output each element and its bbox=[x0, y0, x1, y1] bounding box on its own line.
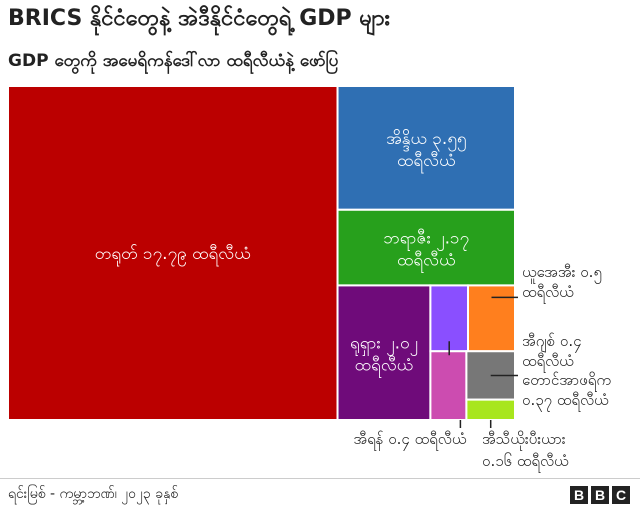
source-note: ရင်းမြစ် - ကမ္ဘာ့ဘဏ်၊ ၂၀၂၃ ခုနှစ် bbox=[8, 486, 179, 502]
treemap-chart: တရုတ် ၁၇.၇၉ ထရီလီယံအိန္ဒိယ ၃.၅၅ထရီလီယံဘရ… bbox=[7, 85, 611, 473]
chart-title: BRICS နိုင်ငံတွေနဲ့ အဲဒီနိုင်ငံတွေရဲ့ GD… bbox=[8, 6, 391, 31]
tile-iran bbox=[429, 350, 468, 421]
tile-uae bbox=[467, 284, 516, 353]
label-uae: ယူအေအီး ၀.၅ bbox=[522, 263, 602, 284]
bbc-logo-letter: B bbox=[591, 486, 609, 504]
label-india: အိန္ဒိယ ၃.၅၅ bbox=[386, 129, 466, 152]
bbc-logo-letter: C bbox=[612, 486, 630, 504]
label-egypt: အီဂျစ် ၀.၄ bbox=[522, 332, 582, 353]
label-russia: ရုရှား ၂.၀၂ bbox=[350, 334, 418, 357]
chart-subtitle: GDP တွေကို အမေရိကန်ဒေါ်လာ ထရီလီယံနဲ့ ဖော… bbox=[8, 51, 339, 71]
label-uae-unit: ထရီလီယံ bbox=[522, 283, 574, 304]
bbc-logo: B B C bbox=[570, 486, 630, 504]
tile-india bbox=[336, 85, 516, 211]
label-russia-unit: ထရီလီယံ bbox=[355, 356, 414, 379]
bbc-logo-letter: B bbox=[570, 486, 588, 504]
label-brazil: ဘရာဇီး ၂.၁၇ bbox=[383, 229, 469, 252]
label-india-unit: ထရီလီယံ bbox=[397, 151, 456, 174]
label-iran: အီရန် ၀.၄ ထရီလီယံ bbox=[353, 430, 466, 451]
label-south-africa-unit: ၀.၃၇ ထရီလီယံ bbox=[522, 391, 609, 412]
label-china: တရုတ် ၁၇.၇၉ ထရီလီယံ bbox=[95, 244, 251, 267]
tile-china bbox=[7, 85, 339, 421]
label-egypt-unit: ထရီလီယံ bbox=[522, 352, 574, 373]
footer-divider bbox=[0, 478, 640, 479]
tile-russia bbox=[336, 284, 432, 421]
label-ethiopia: အီသီယိုးပီးယား bbox=[482, 430, 566, 451]
tile-ethiopia bbox=[465, 398, 516, 421]
label-south-africa: တောင်အာဖရိက bbox=[522, 371, 611, 392]
label-brazil-unit: ထရီလီယံ bbox=[397, 251, 456, 274]
label-ethiopia-unit: ၀.၁၆ ထရီလီယံ bbox=[482, 452, 569, 473]
